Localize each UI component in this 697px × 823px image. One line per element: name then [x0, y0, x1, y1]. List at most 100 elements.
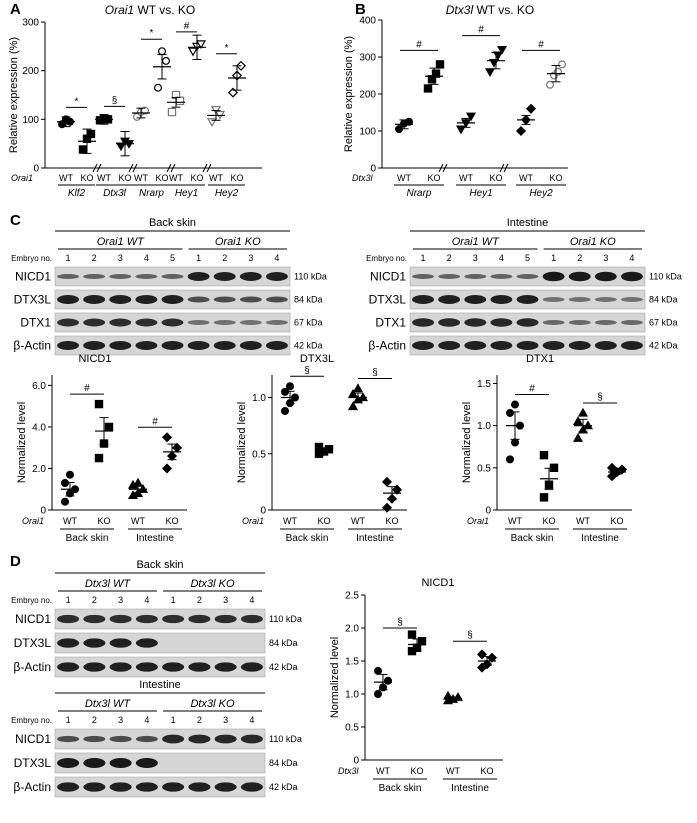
data-point: [78, 145, 88, 154]
significance-label: #: [84, 383, 90, 394]
panel-letter-b: B: [355, 1, 366, 18]
data-point: [141, 106, 150, 115]
x-tick-label: WT: [576, 516, 590, 526]
blot-band: [240, 734, 263, 744]
panel-letter-c: C: [10, 212, 21, 229]
blot-strip: [54, 632, 266, 654]
lane-number: 5: [525, 253, 530, 263]
lane-number: 4: [274, 253, 279, 263]
blot-band: [516, 295, 539, 304]
lane-number: 3: [223, 715, 228, 725]
x-tick-label: KO: [610, 516, 623, 526]
blot-band: [83, 735, 106, 743]
blot-band: [109, 341, 132, 350]
ko-label: Dtx3l KO: [190, 698, 234, 710]
data-point: [442, 690, 454, 700]
blot-band: [109, 638, 132, 648]
data-point: [286, 382, 295, 391]
data-point: [381, 502, 393, 513]
gene-label: Hey2: [529, 188, 553, 199]
data-point: [281, 407, 290, 416]
lane-number: 1: [66, 253, 71, 263]
genotype-label: Dtx3l: [352, 173, 374, 183]
x-tick-label: WT: [209, 173, 223, 183]
data-point: [455, 125, 467, 135]
blot-band: [594, 341, 617, 350]
blot-c-intestine: Intestine Orai1 WT Orai1 KO Embryo no. 1 2 3 4 5…: [366, 217, 682, 356]
blot-band: [213, 341, 236, 350]
x-tick-label: WT: [376, 766, 390, 776]
tissue-label: Back skin: [286, 533, 329, 544]
y-tick-label: 0.5: [345, 723, 359, 734]
chart-title: NICD1: [78, 353, 111, 365]
blot-row-label: β-Actin: [368, 339, 406, 353]
blot-band: [188, 662, 211, 672]
data-point: [484, 68, 496, 78]
data-point: [506, 408, 515, 417]
data-point: [496, 45, 508, 55]
lane-number: 1: [171, 715, 176, 725]
data-point: [539, 450, 549, 460]
x-tick-label: WT: [519, 173, 533, 183]
blot-band: [490, 295, 513, 304]
blot-band: [187, 272, 210, 281]
lane-number: 3: [248, 253, 253, 263]
significance-label: #: [184, 21, 190, 32]
kda-label: 67 kDa: [294, 318, 323, 328]
significance-label: *: [150, 28, 154, 39]
data-point: [175, 96, 185, 106]
blot-d-back-skin: Back skin Dtx3l WT Dtx3l KO Embryo no. 1 2 3 4 1…: [11, 559, 302, 678]
genotype-label: Orai1: [467, 516, 489, 526]
data-point: [65, 470, 74, 479]
blot-band: [109, 614, 132, 624]
blot-row-label: DTX1: [20, 316, 51, 330]
blot-band: [464, 295, 487, 304]
blot-band: [464, 341, 487, 350]
lane-number: 4: [499, 253, 504, 263]
blot-band: [83, 295, 106, 304]
blot-row-label: DTX3L: [14, 636, 52, 650]
blot-tissue-label: Back skin: [136, 559, 183, 571]
y-tick-label: 2.0: [345, 624, 359, 635]
data-point: [167, 107, 177, 117]
data-point: [465, 112, 477, 122]
blot-row-label: NICD1: [15, 270, 51, 284]
blot-band: [464, 318, 487, 327]
blot-tissue-label: Intestine: [139, 679, 181, 691]
blot-band: [83, 782, 106, 792]
data-point: [391, 484, 403, 495]
blot-band: [83, 638, 106, 648]
blot-band: [620, 271, 643, 282]
x-tick-label: WT: [397, 173, 411, 183]
ko-label: Orai1 KO: [215, 236, 261, 248]
blot-band: [188, 614, 211, 624]
data-point: [557, 60, 566, 69]
data-point: [60, 497, 69, 506]
blot-row-label: β-Actin: [13, 660, 51, 674]
x-tick-label: KO: [410, 766, 423, 776]
data-point: [431, 69, 441, 78]
blot-row-label: β-Actin: [13, 339, 51, 353]
wt-label: Dtx3l WT: [85, 698, 132, 710]
chart-title: Dtx3l WT vs. KO: [446, 3, 534, 17]
blot-band: [240, 782, 263, 792]
y-axis-label: Normalized level: [461, 402, 473, 483]
panel-c-plot-dtx1: 0 0.5 1.0 1.5 Normalized level DTX1 # § WT KO WT KO…: [461, 353, 632, 544]
blot-band: [214, 782, 237, 792]
x-tick-label: WT: [459, 173, 473, 183]
y-tick-label: 2.0: [32, 464, 46, 475]
lane-number: 3: [118, 253, 123, 263]
data-point: [104, 422, 114, 432]
x-tick-label: WT: [131, 516, 145, 526]
blot-band: [240, 614, 263, 624]
x-tick-label: WT: [446, 766, 460, 776]
blot-band: [214, 662, 237, 672]
significance-label: *: [225, 43, 229, 54]
blot-band: [620, 341, 643, 350]
y-axis-label: Relative expression (%): [343, 36, 355, 152]
x-tick-label: KO: [118, 173, 131, 183]
gene-label: Nrarp: [406, 188, 431, 199]
lane-number: 2: [222, 253, 227, 263]
kda-label: 67 kDa: [649, 318, 678, 328]
data-point: [572, 433, 584, 442]
